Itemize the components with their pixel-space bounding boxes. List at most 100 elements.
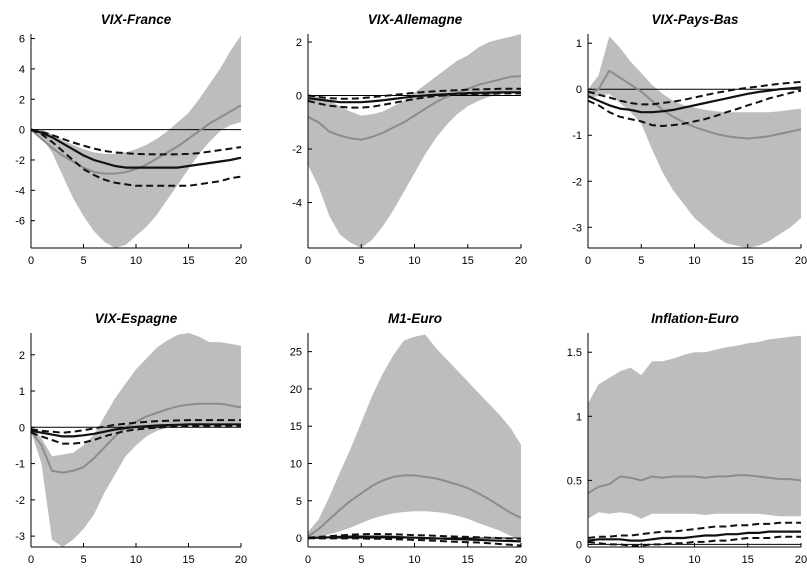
x-tick-label: 0 [28,255,34,267]
dashed-lower-line [587,535,801,547]
x-tick-label: 0 [305,554,311,566]
y-tick-label: 1.5 [567,347,582,359]
x-tick-label: 20 [515,255,527,267]
black-response-line [30,128,242,169]
black-response-line [30,423,241,438]
dashed-upper-line [30,419,241,434]
chart-panel-5: 0 5 10 15 20 0 5 10 15 20 25 M1-Euro [290,311,527,566]
black-response-line [587,530,801,542]
x-tick-label: 0 [28,554,34,566]
y-tick-label: 25 [290,347,302,359]
y-tick-label: 1 [576,411,582,423]
confidence-band [31,333,241,547]
x-tick-label: 15 [462,255,474,267]
x-tick-label: 5 [80,554,86,566]
black-response-line [587,86,802,114]
gray-response-line [587,474,802,495]
chart-title: VIX-Pays-Bas [651,12,739,27]
x-tick-label: 10 [688,554,700,566]
dashed-lower-line [30,424,241,445]
gray-response-line [587,69,802,140]
dashed-lower-line [30,128,242,187]
confidence-band [588,335,801,519]
x-tick-label: 10 [408,554,420,566]
x-tick-label: 15 [742,255,754,267]
x-tick-label: 20 [795,255,807,267]
y-tick-label: 2 [19,350,25,362]
y-tick-label: -2 [292,144,302,156]
y-tick-label: 15 [290,421,302,433]
chart-panel-2: 0 5 10 15 20 -4 -2 0 2 VIX-Allemagne [292,12,527,267]
y-tick-label: -4 [15,185,25,197]
chart-title: Inflation-Euro [651,311,739,326]
chart-panel-6: 0 5 10 15 20 0 0.5 1 1.5 Inflation-Euro [567,311,807,566]
dashed-lower-line [307,537,522,547]
y-tick-label: 5 [296,496,302,508]
x-tick-label: 20 [795,554,807,566]
x-tick-label: 0 [585,554,591,566]
gray-response-line [307,474,522,538]
y-tick-label: 0 [576,539,582,551]
x-tick-label: 15 [182,255,194,267]
chart-title: M1-Euro [388,311,442,326]
dashed-upper-line [307,533,522,540]
gray-response-line [30,104,242,175]
dashed-upper-line [587,80,802,106]
chart-title: VIX-Allemagne [368,12,463,27]
y-tick-label: 0.5 [567,475,582,487]
y-tick-label: -2 [15,495,25,507]
y-tick-label: 20 [290,384,302,396]
gray-response-line [30,402,242,474]
y-tick-label: 2 [19,94,25,106]
x-tick-label: 10 [130,554,142,566]
dashed-upper-line [30,128,242,156]
x-tick-label: 5 [638,255,644,267]
chart-panel-1: 0 5 10 15 20 -6 -4 -2 0 2 4 6 VIX-France [15,12,247,267]
y-tick-label: 2 [296,37,302,49]
black-response-line [307,535,522,543]
chart-panel-4: 0 5 10 15 20 -3 -2 -1 0 1 2 VIX-Espagne [15,311,247,566]
dashed-lower-line [587,89,802,127]
y-tick-label: 1 [19,386,25,398]
x-tick-label: 0 [585,255,591,267]
y-tick-label: 1 [576,38,582,50]
y-tick-label: 0 [576,84,582,96]
y-tick-label: 6 [19,34,25,46]
x-tick-label: 15 [742,554,754,566]
y-tick-label: -1 [15,459,25,471]
x-tick-label: 15 [182,554,194,566]
confidence-band [588,36,801,248]
y-tick-label: -3 [572,222,582,234]
x-tick-label: 20 [515,554,527,566]
x-tick-label: 15 [462,554,474,566]
x-tick-label: 20 [235,554,247,566]
x-tick-label: 10 [408,255,420,267]
x-tick-label: 5 [358,554,364,566]
x-tick-label: 10 [130,255,142,267]
y-tick-label: -3 [15,531,25,543]
y-tick-label: -2 [15,155,25,167]
y-tick-label: 0 [19,422,25,434]
confidence-band [31,35,241,248]
y-tick-label: 0 [19,125,25,137]
y-tick-label: 4 [19,64,25,76]
dashed-upper-line [307,87,521,100]
y-tick-label: -2 [572,176,582,188]
x-tick-label: 20 [235,255,247,267]
x-tick-label: 5 [80,255,86,267]
y-tick-label: -6 [15,216,25,228]
confidence-band [308,34,521,248]
dashed-upper-line [587,521,801,539]
chart-title: VIX-France [101,12,172,27]
chart-panel-3: 0 5 10 15 20 -3 -2 -1 0 1 VIX-Pays-Bas [572,12,807,267]
y-tick-label: 0 [296,91,302,103]
x-tick-label: 5 [638,554,644,566]
x-tick-label: 0 [305,255,311,267]
gray-response-line [307,75,522,141]
x-tick-label: 10 [688,255,700,267]
y-tick-label: -1 [572,130,582,142]
x-tick-label: 5 [358,255,364,267]
chart-title: VIX-Espagne [95,311,178,326]
y-tick-label: 10 [290,458,302,470]
